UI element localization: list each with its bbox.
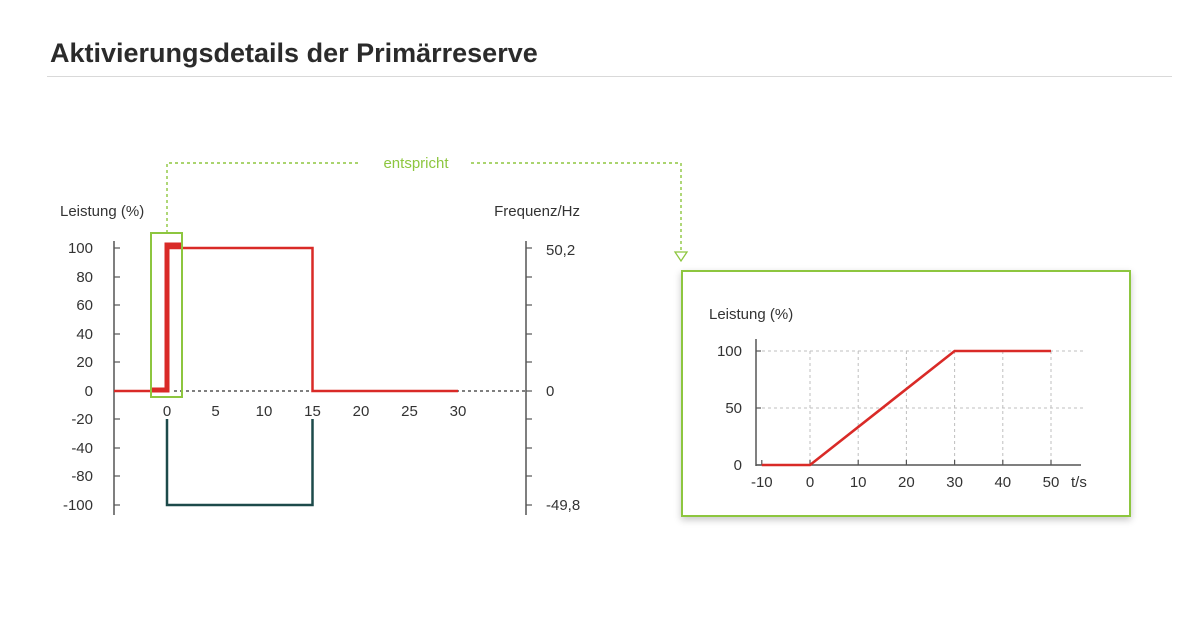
x-tick-label: 5 [211, 403, 219, 420]
inset-x-tick-label: 40 [994, 474, 1011, 491]
left-y-tick-label: 20 [76, 354, 93, 371]
left-y-tick-label: 60 [76, 297, 93, 314]
inset-y-tick-label: 100 [717, 343, 742, 360]
power-onset-step [152, 242, 183, 393]
left-y-tick-label: 100 [68, 240, 93, 257]
left-y-tick-label: -20 [71, 411, 93, 428]
right-axis-label: Frequenz/Hz [494, 203, 580, 220]
x-tick-label: 0 [163, 403, 171, 420]
x-tick-label: 10 [256, 403, 273, 420]
inset-x-tick-label: 10 [850, 474, 867, 491]
inset-x-tick-label: -10 [751, 474, 773, 491]
left-y-tick-label: -80 [71, 468, 93, 485]
left-y-tick-label: 80 [76, 269, 93, 286]
connector-arrowhead [673, 251, 689, 263]
inset-x-tick-label: 20 [898, 474, 915, 491]
left-y-tick-label: 0 [85, 383, 93, 400]
inset-x-axis-label: t/s [1071, 474, 1087, 491]
frequency-series-line [165, 419, 314, 507]
left-y-tick-label: -100 [63, 497, 93, 514]
connector-left [166, 162, 361, 233]
onset-highlight-box [150, 232, 183, 398]
inset-power-series-line [761, 349, 1051, 467]
page-title: Aktivierungsdetails der Primärreserve [50, 38, 538, 68]
inset-y-tick-label: 50 [725, 400, 742, 417]
x-tick-label: 25 [401, 403, 418, 420]
title-divider [47, 76, 1172, 77]
inset-chart: Leistung (%) 100 50 0 -10 0 10 20 30 40 50 t/s [709, 306, 1087, 491]
connector-right [471, 162, 682, 252]
left-y-tick-label: 40 [76, 326, 93, 343]
right-y-tick-label: 0 [546, 383, 554, 400]
inset-x-tick-label: 50 [1043, 474, 1060, 491]
inset-chart-panel: Leistung (%) 100 50 0 -10 0 10 20 30 40 50 t/s [681, 270, 1131, 517]
inset-x-tick-label: 30 [946, 474, 963, 491]
left-y-tick-label: -40 [71, 440, 93, 457]
inset-y-tick-label: 0 [734, 457, 742, 474]
x-tick-label: 30 [450, 403, 467, 420]
entspricht-connector: entspricht [166, 155, 689, 263]
inset-x-tick-label: 0 [806, 474, 814, 491]
entspricht-label: entspricht [383, 155, 449, 172]
left-axis-label: Leistung (%) [60, 203, 144, 220]
x-tick-label: 20 [353, 403, 370, 420]
right-y-tick-label: 50,2 [546, 242, 575, 259]
inset-axis-label: Leistung (%) [709, 306, 793, 323]
right-y-tick-label: -49,8 [546, 497, 580, 514]
x-tick-label: 15 [304, 403, 321, 420]
